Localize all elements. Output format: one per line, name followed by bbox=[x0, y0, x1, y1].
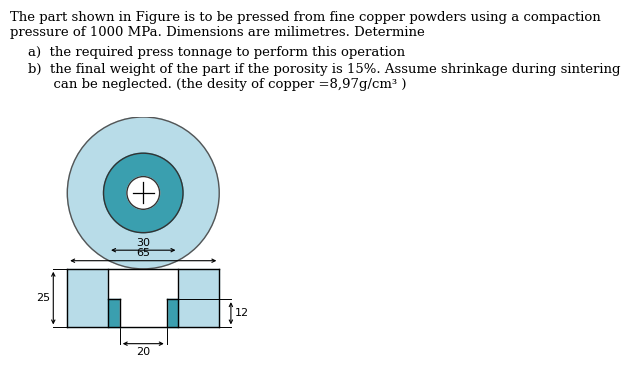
Circle shape bbox=[127, 176, 160, 209]
Bar bbox=[120, 299, 167, 327]
Bar bbox=[167, 299, 179, 327]
Text: b)  the final weight of the part if the porosity is 15%. Assume shrinkage during: b) the final weight of the part if the p… bbox=[28, 63, 620, 76]
Bar bbox=[68, 269, 219, 327]
Text: can be neglected. (the desity of copper =8,97g/cm³ ): can be neglected. (the desity of copper … bbox=[28, 78, 406, 91]
Circle shape bbox=[103, 153, 183, 233]
Circle shape bbox=[68, 117, 219, 269]
Text: 65: 65 bbox=[136, 248, 150, 258]
Text: The part shown in Figure is to be pressed from fine copper powders using a compa: The part shown in Figure is to be presse… bbox=[10, 11, 601, 24]
Text: pressure of 1000 MPa. Dimensions are milimetres. Determine: pressure of 1000 MPa. Dimensions are mil… bbox=[10, 26, 425, 39]
Text: 25: 25 bbox=[36, 293, 50, 303]
Text: a)  the required press tonnage to perform this operation: a) the required press tonnage to perform… bbox=[28, 46, 405, 59]
Text: 12: 12 bbox=[234, 308, 249, 318]
Bar bbox=[108, 299, 120, 327]
Text: 20: 20 bbox=[136, 347, 150, 357]
Text: 30: 30 bbox=[136, 238, 150, 248]
Bar bbox=[108, 269, 179, 327]
